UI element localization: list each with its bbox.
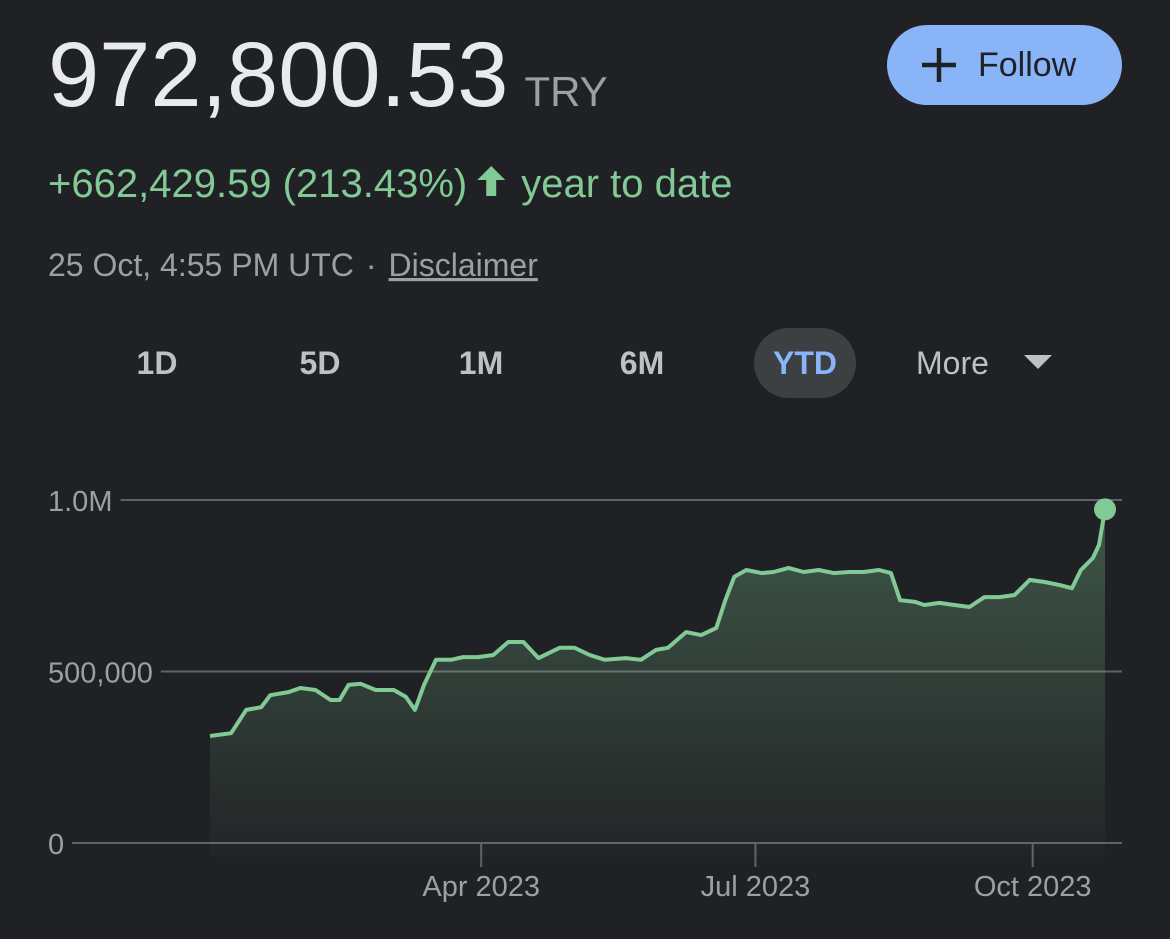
change: +662,429.59 (213.43%): [48, 162, 467, 206]
area-fill: [210, 509, 1105, 857]
y-tick-label: 0: [48, 829, 64, 861]
currency: TRY: [524, 68, 607, 115]
change-period: year to date: [521, 162, 732, 206]
price: 972,800.53: [48, 24, 508, 126]
follow-button[interactable]: Follow: [887, 25, 1122, 105]
follow-label[interactable]: Follow: [978, 46, 1077, 84]
tab[interactable]: 6M: [620, 345, 664, 381]
price-line: [209, 508, 1107, 738]
y-tick-label: 1.0M: [48, 486, 112, 518]
tab-more[interactable]: More: [916, 345, 989, 381]
tab[interactable]: 1D: [137, 345, 178, 381]
x-tick-label: Apr 2023: [422, 871, 540, 903]
chart: 0 500,000 1.0M Apr 2023 Jul 2023 Oct 2023: [48, 486, 1122, 903]
follow-button-bg[interactable]: [887, 25, 1122, 105]
x-tick-label: Oct 2023: [974, 871, 1092, 903]
tab[interactable]: 5D: [300, 345, 341, 381]
tab[interactable]: 1M: [459, 345, 503, 381]
up-arrow-icon: [477, 166, 506, 196]
last-point: [1094, 498, 1116, 521]
x-tick-label: Jul 2023: [701, 871, 811, 903]
dropdown-icon[interactable]: [1024, 355, 1052, 369]
separator: ·: [366, 247, 377, 283]
plus-icon: [922, 48, 956, 82]
disclaimer-link[interactable]: Disclaimer: [389, 247, 539, 283]
tab[interactable]: YTD: [773, 345, 837, 381]
y-tick-label: 500,000: [48, 658, 153, 690]
tab-selected-bg[interactable]: [754, 328, 856, 398]
timestamp: 25 Oct, 4:55 PM UTC: [48, 247, 354, 283]
range-tabs: 1D 5D 1M 6M YTD More: [137, 328, 1052, 398]
